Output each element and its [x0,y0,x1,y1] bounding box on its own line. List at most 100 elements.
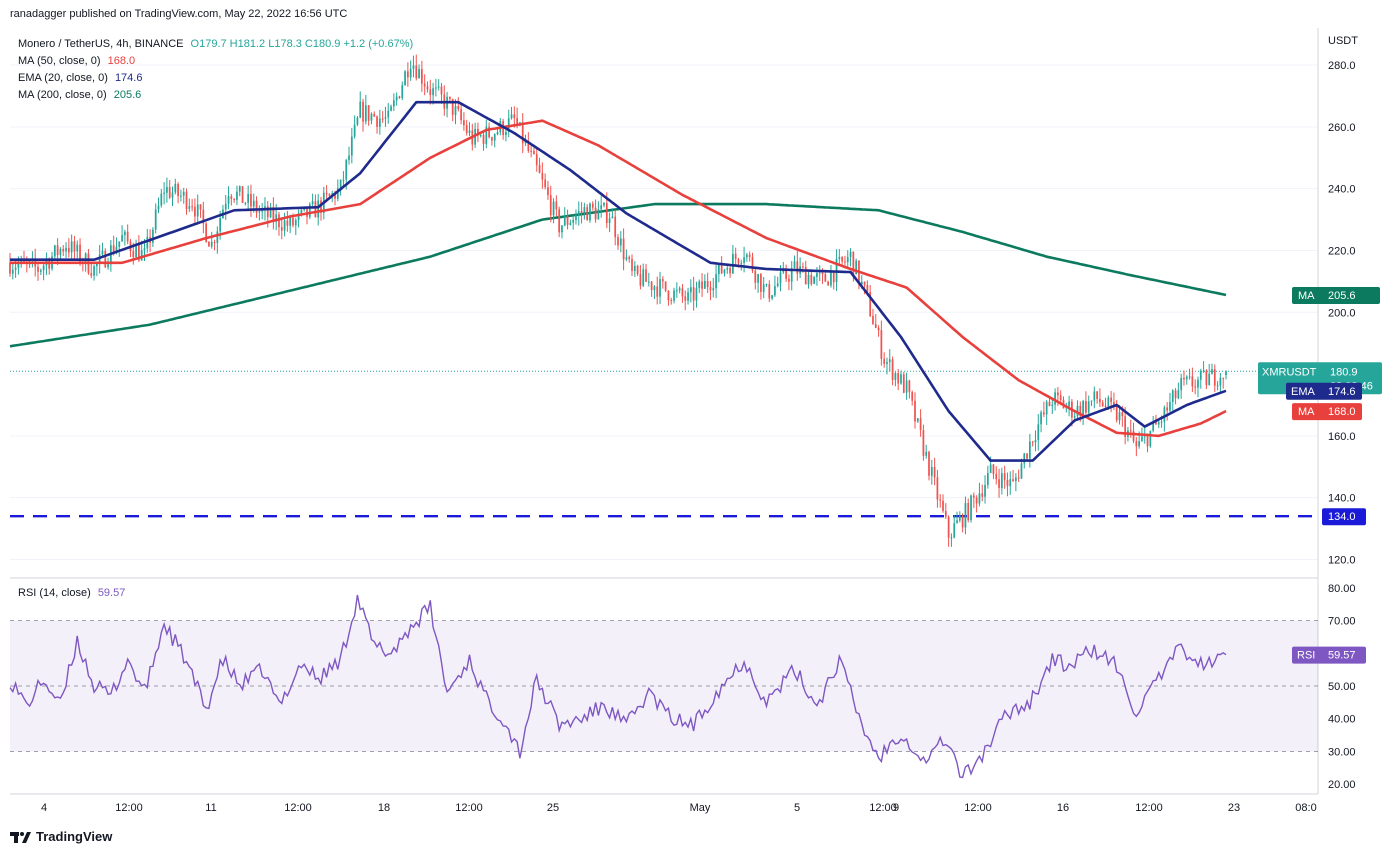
candle-body [1093,391,1096,401]
tradingview-brand[interactable]: TradingView [10,829,112,844]
price-tick-label: 220.0 [1328,245,1356,257]
time-tick-label: 11 [205,802,216,814]
candle-body [768,284,771,299]
candles [9,54,1227,547]
candle-body [163,192,165,194]
candle-body [112,245,115,254]
candle-body [1040,412,1042,425]
candle-body [650,281,653,291]
candle-body [1169,401,1171,411]
candle-body [636,265,639,275]
candle-body [591,203,594,208]
candle-body [194,206,196,217]
candle-body [1160,421,1163,423]
ema20-price-tag-text: EMA [1291,386,1316,398]
legend-ma200-row[interactable]: MA (200, close, 0) 205.6 [18,87,413,104]
ma200-line [9,202,1227,348]
candle-body [597,209,600,220]
support-price-tag-text: 134.0 [1328,511,1356,523]
candle-body [905,380,908,393]
candle-body [53,245,56,257]
candle-body [1163,407,1166,422]
candle-body [1205,370,1208,386]
candle-body [437,86,440,88]
legend-symbol-row[interactable]: Monero / TetherUS, 4h, BINANCE O179.7 H1… [18,36,413,53]
candle-body [1085,401,1087,413]
ema20-label: EMA (20, close, 0) [18,72,108,84]
candle-body [1079,405,1082,417]
time-tick-label: 16 [1057,802,1069,814]
rsi-value-tag-text: 59.57 [1328,650,1356,662]
candle-body [48,260,51,269]
candle-body [729,268,731,274]
price-tick-label: 140.0 [1328,493,1356,505]
candle-body [387,110,390,118]
candle-body [1138,441,1141,447]
candle-body [583,207,586,213]
candle-body [695,287,698,301]
candle-body [933,467,936,478]
candle-body [717,263,720,275]
candle-body [412,65,415,69]
candle-body [1031,441,1034,443]
candle-body [451,98,454,115]
candle-body [138,245,140,261]
rsi-legend[interactable]: RSI (14, close) 59.57 [18,587,125,599]
last-price-tag-text: 180.9 [1330,366,1358,378]
candle-body [325,192,328,195]
ma200-value: 205.6 [113,89,142,101]
candle-body [300,210,303,214]
candle-body [908,380,911,392]
candle-body [1057,392,1059,396]
candle-body [115,247,118,254]
candle-body [911,391,914,401]
ma50-line-layer [10,119,1227,438]
ma200-price-tag-text: MA [1298,290,1315,302]
candle-body [600,205,603,210]
candle-body [712,288,715,291]
candle-body [432,88,434,96]
candle-body [930,467,933,476]
candle-body [1029,441,1031,459]
candle-body [227,196,230,204]
ma50-label: MA (50, close, 0) [18,55,101,67]
legend-ma50-row[interactable]: MA (50, close, 0) 168.0 [18,53,413,70]
candle-body [20,258,23,264]
candle-body [684,296,687,301]
candle-body [440,86,443,95]
candle-body [93,266,95,276]
candle-body [535,154,538,166]
candle-body [944,510,947,517]
candle-body [269,206,272,218]
candle-body [785,269,787,279]
candle-body [776,283,779,287]
candle-body [463,120,465,126]
candle-body [373,113,376,117]
candle-body [1171,390,1174,402]
candle-body [376,116,378,127]
candle-body [1225,371,1227,375]
candle-body [1180,377,1183,391]
candle-body [1020,463,1023,479]
candle-body [65,247,67,252]
candle-body [188,206,191,209]
candle-body [925,451,928,456]
candle-body [258,211,261,213]
candle-body [807,274,810,285]
candle-body [9,262,11,274]
candle-body [964,503,967,528]
candle-body [59,248,62,256]
legend-ema20-row[interactable]: EMA (20, close, 0) 174.6 [18,70,413,87]
candle-body [625,257,628,260]
candle-body [196,204,199,217]
candle-body [98,254,101,264]
candle-body [967,503,970,521]
price-axis-unit: USDT [1328,35,1358,47]
ma200-label: MA (200, close, 0) [18,89,107,101]
candle-body [1216,385,1219,387]
time-tick-label: 5 [794,802,800,814]
candle-body [580,211,583,213]
candle-body [608,218,611,224]
candle-body [748,254,751,257]
